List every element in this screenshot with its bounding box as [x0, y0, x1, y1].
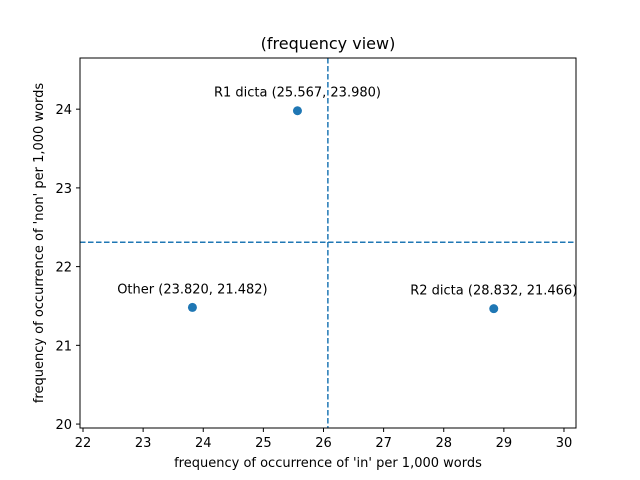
x-tick-label: 24: [195, 436, 212, 451]
x-tick-label: 26: [315, 436, 332, 451]
point-annotation: R1 dicta (25.567, 23.980): [214, 86, 381, 101]
y-tick-label: 23: [55, 182, 72, 197]
x-tick-label: 22: [75, 436, 92, 451]
x-tick-label: 27: [375, 436, 392, 451]
data-point: [292, 106, 302, 116]
x-tick-label: 30: [556, 436, 573, 451]
x-tick-label: 29: [496, 436, 513, 451]
point-annotation: Other (23.820, 21.482): [117, 282, 267, 297]
x-tick-label: 28: [435, 436, 452, 451]
y-tick-label: 21: [55, 339, 72, 354]
x-tick-label: 25: [255, 436, 272, 451]
x-tick-label: 23: [135, 436, 152, 451]
axes-frame: [79, 57, 577, 429]
y-axis-label: frequency of occurrence of 'non' per 1,0…: [32, 83, 47, 404]
data-point: [187, 302, 197, 312]
y-tick-label: 22: [55, 261, 72, 276]
data-point: [489, 304, 499, 314]
point-annotation: R2 dicta (28.832, 21.466): [410, 284, 577, 299]
plot-area: 22 23 24 25 26 27 28 29 30 20 21 22 23 24 R1 dicta (25…: [55, 58, 577, 451]
x-axis-label: frequency of occurrence of 'in' per 1,00…: [174, 456, 482, 471]
y-tick-label: 24: [55, 103, 72, 118]
y-tick-label: 20: [55, 418, 72, 433]
chart-title: (frequency view): [261, 34, 396, 53]
